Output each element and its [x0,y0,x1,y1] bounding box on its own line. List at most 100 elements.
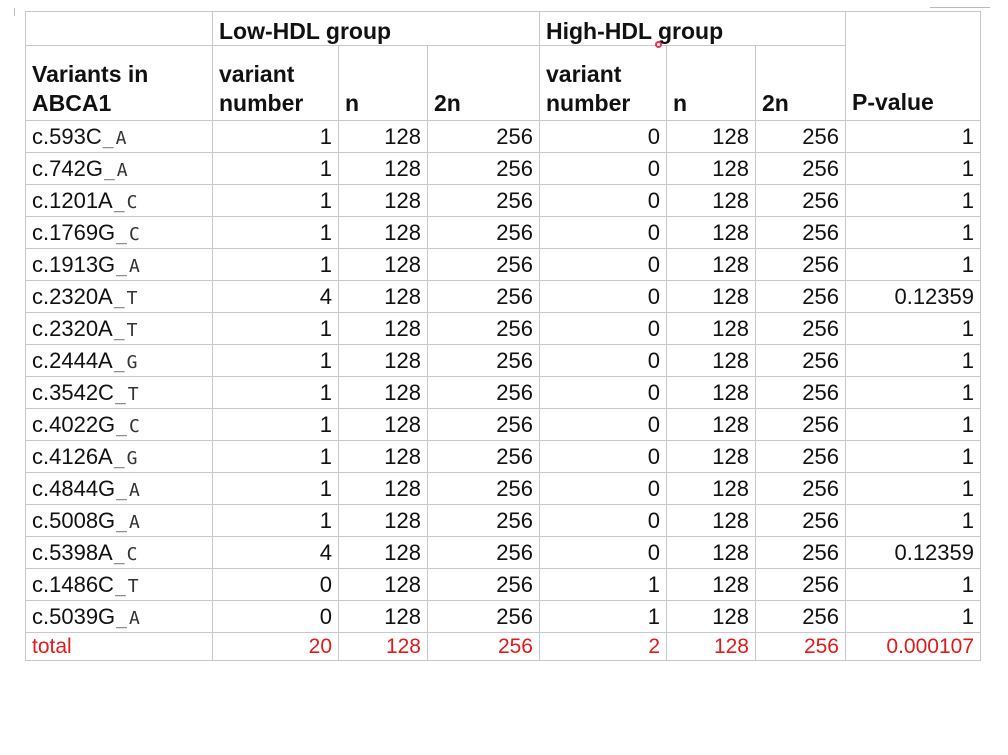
table-row: c.5039G_ A 0 128 256 1 128 256 1 [25,600,981,633]
low-2n-cell: 256 [427,248,540,281]
high-2n-header: 2n [755,45,846,121]
low-2n-cell: 256 [427,600,540,633]
low-n-cell: 128 [338,376,428,409]
high-variant-number-cell: 0 [539,408,667,441]
low-variant-number-cell: 4 [212,280,339,313]
low-2n-cell: 256 [427,280,540,313]
high-variant-number-cell: 1 [539,600,667,633]
variant-alt-base: C [129,415,140,437]
total-label: total [25,632,213,661]
p-value-cell: 1 [845,184,981,217]
high-variant-number-cell: 0 [539,312,667,345]
low-variant-number-cell: 1 [212,216,339,249]
total-p-value-cell: 0.000107 [845,632,981,661]
total-low-n-cell: 128 [338,632,428,661]
high-2n-cell: 256 [755,152,846,185]
high-n-cell: 128 [666,120,756,153]
high-n-cell: 128 [666,344,756,377]
variant-separator: _ [116,607,128,629]
low-n-header: n [338,45,428,121]
high-2n-cell: 256 [755,600,846,633]
table-row: c.1486C_ T 0 128 256 1 128 256 1 [25,568,981,601]
high-variant-number-cell: 0 [539,376,667,409]
high-2n-cell: 256 [755,280,846,313]
variant-alt-base: A [116,159,128,181]
high-2n-cell: 256 [755,312,846,345]
high-variant-number-cell: 0 [539,248,667,281]
table-row: c.5398A_ C 4 128 256 0 128 256 0.12359 [25,536,981,569]
low-variant-number-cell: 0 [212,600,339,633]
variant-position: c.1769G [32,219,116,245]
high-variant-number-cell: 0 [539,280,667,313]
low-n-cell: 128 [338,408,428,441]
low-n-cell: 128 [338,184,428,217]
high-variant-number-cell: 0 [539,504,667,537]
high-n-cell: 128 [666,312,756,345]
variants-header-line2: ABCA1 [32,90,112,116]
high-hdl-group-header: High-HDL group [539,11,846,46]
high-n-cell: 128 [666,536,756,569]
p-value-cell: 1 [845,376,981,409]
low-variant-number-cell: 1 [212,408,339,441]
variant-cell: c.2320A_ T [25,280,213,313]
p-value-cell: 1 [845,568,981,601]
low-n-cell: 128 [338,312,428,345]
variant-separator: _ [113,447,125,469]
high-n-cell: 128 [666,472,756,505]
low-2n-cell: 256 [427,536,540,569]
p-value-cell: 1 [845,216,981,249]
low-variant-number-cell: 1 [212,472,339,505]
low-2n-cell: 256 [427,216,540,249]
low-n-cell: 128 [338,280,428,313]
variant-position: c.742G [32,155,103,181]
variant-alt-base: T [126,319,138,341]
low-n-cell: 128 [338,536,428,569]
high-n-cell: 128 [666,504,756,537]
high-variant-number-cell: 0 [539,536,667,569]
low-2n-cell: 256 [427,152,540,185]
high-variant-number-cell: 0 [539,120,667,153]
table-row: c.2320A_ T 1 128 256 0 128 256 1 [25,312,981,345]
low-variant-number-line2: number [219,90,304,116]
variant-separator: _ [113,543,125,565]
variant-alt-base: A [129,479,140,501]
variant-position: c.5039G [32,603,116,629]
high-2n-cell: 256 [755,344,846,377]
table-row: c.4126A_ G 1 128 256 0 128 256 1 [25,440,981,473]
low-variant-number-cell: 1 [212,152,339,185]
low-n-cell: 128 [338,344,428,377]
variant-alt-base: A [129,607,140,629]
low-2n-cell: 256 [427,440,540,473]
high-2n-cell: 256 [755,472,846,505]
table-row: c.3542C_ T 1 128 256 0 128 256 1 [25,376,981,409]
high-2n-cell: 256 [755,248,846,281]
variant-alt-base: T [126,287,138,309]
variant-separator: _ [113,351,125,373]
variant-separator: _ [116,223,128,245]
table-row: c.1201A_ C 1 128 256 0 128 256 1 [25,184,981,217]
variant-cell: c.593C_ A [25,120,213,153]
total-high-2n-cell: 256 [755,632,846,661]
low-2n-cell: 256 [427,568,540,601]
variant-separator: _ [102,127,114,149]
variant-separator: _ [116,511,128,533]
low-variant-number-cell: 1 [212,312,339,345]
variant-alt-base: C [129,223,140,245]
low-2n-header: 2n [427,45,540,121]
variant-cell: c.4126A_ G [25,440,213,473]
variant-position: c.1201A [32,187,113,213]
variant-cell: c.1201A_ C [25,184,213,217]
variant-cell: c.4844G_ A [25,472,213,505]
variant-separator: _ [116,255,128,277]
variant-separator: _ [113,191,125,213]
variant-cell: c.1769G_ C [25,216,213,249]
p-value-cell: 1 [845,408,981,441]
p-value-cell: 1 [845,248,981,281]
low-2n-cell: 256 [427,376,540,409]
total-low-variant-number-cell: 20 [212,632,339,661]
variants-header-line1: Variants in [32,61,149,87]
p-value-cell: 1 [845,312,981,345]
high-n-cell: 128 [666,376,756,409]
total-low-2n-cell: 256 [427,632,540,661]
